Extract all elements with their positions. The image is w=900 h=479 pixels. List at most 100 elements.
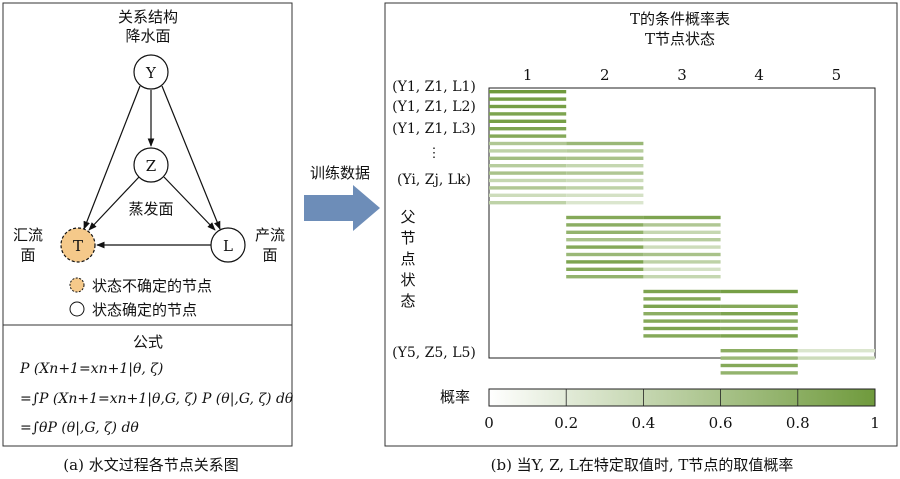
- column-label-4: 4: [754, 66, 764, 84]
- heatmap-segment: [720, 319, 798, 323]
- column-label-3: 3: [677, 66, 687, 84]
- edge-z-l: [163, 176, 216, 231]
- formula-line-3: =∫θP (θ|,G, ζ) dθ: [20, 420, 139, 436]
- heatmap-segment: [797, 349, 875, 353]
- edge-z-t: [88, 176, 140, 231]
- heatmap-segment: [489, 186, 567, 190]
- heatmap-segment: [643, 334, 721, 338]
- colorbar-tick-label: 0.8: [786, 414, 810, 432]
- colorbar-ticks: 0 0.2 0.4 0.6 0.8 1: [484, 389, 880, 432]
- parent-label-char-1: 节: [400, 229, 415, 247]
- heatmap-segment: [720, 304, 798, 308]
- colorbar-tick-label: 0.4: [631, 414, 655, 432]
- parent-label-char-2: 点: [400, 250, 415, 268]
- heatmap-segment: [489, 141, 567, 146]
- structure-title: 关系结构: [118, 8, 178, 26]
- heatmap-segment: [489, 134, 567, 138]
- node-z: [133, 147, 169, 183]
- heatmap-segment: [489, 119, 567, 123]
- confluence-label-line2: 面: [20, 246, 35, 264]
- heatmap-segment: [720, 289, 798, 294]
- evaporation-label: 蒸发面: [128, 200, 173, 218]
- edge-y-l: [161, 85, 221, 230]
- heatmap-segment: [566, 186, 644, 190]
- row-label-4: (Yi, Zj, Lk): [397, 172, 471, 188]
- heatmap-segment: [643, 304, 721, 308]
- panel-b-frame: [384, 2, 898, 447]
- heatmap-segment: [720, 363, 798, 368]
- heatmap-segment: [566, 267, 644, 271]
- heatmap-segment: [489, 112, 567, 116]
- heatmap-segment: [643, 267, 721, 271]
- heatmap-segment: [643, 289, 721, 294]
- colorbar-label: 概率: [440, 388, 470, 406]
- row-label-5: (Y5, Z5, L5): [392, 345, 476, 361]
- heatmap-segment: [566, 215, 644, 220]
- heatmap-segment: [566, 252, 644, 257]
- heatmap-segment: [643, 326, 721, 331]
- heatmap-segment: [566, 238, 644, 242]
- heatmap-segment: [566, 178, 644, 183]
- heatmap-segment: [643, 215, 721, 220]
- parent-label-char-0: 父: [400, 208, 415, 226]
- heatmap-segment: [566, 223, 644, 227]
- node-l-label: L: [223, 237, 233, 255]
- edge-y-t: [83, 85, 141, 230]
- t-state-header: T节点状态: [645, 30, 715, 48]
- legend-uncertain-label: 状态不确定的节点: [92, 277, 212, 295]
- heatmap-segment: [643, 260, 721, 264]
- heatmap-segment: [489, 171, 567, 175]
- heatmap-segment: [566, 260, 644, 264]
- caption-a: (a) 水文过程各节点关系图: [63, 456, 238, 474]
- parent-label-char-3: 状: [400, 271, 415, 289]
- precipitation-label: 降水面: [125, 27, 170, 45]
- heatmap-segment: [566, 245, 644, 249]
- heatmap-segment: [720, 326, 798, 331]
- heatmap-segments: [489, 90, 875, 375]
- heatmap-segment: [643, 319, 721, 323]
- column-label-2: 2: [600, 66, 610, 84]
- heatmap-segment: [566, 275, 644, 279]
- column-label-1: 1: [523, 66, 533, 84]
- colorbar-tick-label: 0.2: [554, 414, 578, 432]
- heatmap-segment: [489, 156, 567, 160]
- node-t: [60, 227, 96, 263]
- colorbar: [488, 388, 876, 407]
- heatmap-segment: [566, 141, 644, 146]
- node-y-label: Y: [145, 64, 157, 82]
- heatmap-segment: [489, 104, 567, 109]
- formula-line-1: P (Xn+1=xn+1|θ, ζ): [19, 361, 163, 377]
- row-label-2: (Y1, Z1, L3): [392, 121, 476, 137]
- heatmap-segment: [489, 149, 567, 153]
- heatmap-segment: [643, 245, 721, 249]
- heatmap-segment: [643, 252, 721, 257]
- colorbar-tick-label: 0: [484, 414, 494, 432]
- heatmap-segment: [643, 223, 721, 227]
- runoff-label-line2: 面: [262, 246, 277, 264]
- row-labels: (Y1, Z1, L1) (Y1, Z1, L2) (Y1, Z1, L3) ⋮ (Yi…: [392, 79, 476, 361]
- column-label-5: 5: [832, 66, 842, 84]
- heatmap-segment: [489, 127, 567, 131]
- heatmap-segment: [489, 201, 567, 205]
- node-l: [210, 227, 246, 263]
- legend-uncertain-icon: [69, 277, 85, 293]
- heatmap-segment: [720, 349, 798, 353]
- training-data-arrow: [304, 185, 380, 231]
- training-data-label: 训练数据: [310, 164, 370, 182]
- heatmap-segment: [720, 371, 798, 375]
- heatmap-segment: [566, 156, 644, 160]
- heatmap-segment: [566, 230, 644, 234]
- node-t-label: T: [73, 237, 83, 255]
- row-label-0: (Y1, Z1, L1): [392, 79, 476, 95]
- colorbar-tick-label: 1: [870, 414, 880, 432]
- heatmap-segment: [720, 356, 798, 360]
- heatmap-segment: [797, 356, 875, 360]
- formula-title: 公式: [133, 333, 163, 351]
- node-y: [133, 54, 169, 90]
- heatmap-segment: [720, 334, 798, 338]
- node-z-label: Z: [146, 157, 156, 175]
- panel-a-bottom-frame: [2, 324, 293, 447]
- heatmap-segment: [566, 171, 644, 175]
- parent-label-char-4: 态: [400, 292, 415, 310]
